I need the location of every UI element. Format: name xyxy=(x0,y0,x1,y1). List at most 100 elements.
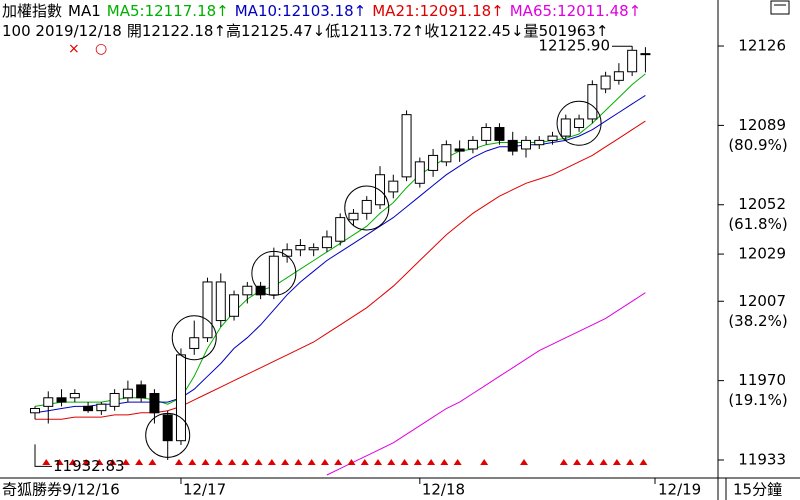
candle-body xyxy=(215,281,226,322)
y-tick-label: 12052 xyxy=(738,195,786,213)
candle-body xyxy=(388,180,399,193)
header-text: ↑ xyxy=(629,2,642,20)
marker-text: ○ xyxy=(95,41,107,57)
candle-body xyxy=(414,161,425,184)
candle-body xyxy=(175,354,186,442)
candle-body xyxy=(520,139,531,150)
candle-body xyxy=(375,174,386,206)
candle-body xyxy=(454,148,465,152)
y-tick-label: 12029 xyxy=(738,245,786,263)
ma-line xyxy=(326,292,646,476)
signal-marker xyxy=(573,459,582,465)
candle-body xyxy=(229,294,240,317)
header-text: ↑ xyxy=(596,22,609,40)
y-tick-label: 12126 xyxy=(738,37,786,55)
candle-body xyxy=(109,392,120,407)
candle-body xyxy=(574,118,585,129)
signal-marker xyxy=(347,459,356,465)
fib-label: (19.1%) xyxy=(728,391,787,409)
candle-body xyxy=(43,397,54,407)
header-text: 12113.72 xyxy=(340,22,412,40)
window-icon[interactable] xyxy=(770,0,790,15)
header-line: 100 2019/12/18 開12122.18↑高12125.47↓低12113… xyxy=(2,22,608,40)
header-text: ↑ xyxy=(216,2,229,20)
signal-marker xyxy=(267,459,276,465)
ma-line xyxy=(35,120,646,420)
highlight-circle xyxy=(556,100,602,146)
signal-marker xyxy=(586,459,595,465)
marker-text: × xyxy=(68,41,80,57)
y-tick-label: 12089 xyxy=(738,116,786,134)
candle-body xyxy=(149,392,160,414)
signal-marker xyxy=(334,459,343,465)
candle-body xyxy=(335,217,346,242)
signal-marker xyxy=(68,459,77,465)
candle-body xyxy=(640,53,651,56)
header-text: ↑ xyxy=(354,2,367,20)
header-text: 12122.18 xyxy=(142,22,214,40)
candle-body xyxy=(428,154,439,171)
candle-body xyxy=(613,71,624,81)
signal-marker xyxy=(427,459,436,465)
signal-marker xyxy=(626,459,635,465)
candle-body xyxy=(136,384,147,399)
footer-label: 奇狐勝券9/12/16 xyxy=(2,481,120,499)
header-text: ↑ xyxy=(412,22,425,40)
highlight-circle xyxy=(251,250,297,296)
header-text: ↑ xyxy=(491,2,504,20)
header-text: 100 2019/12/18 xyxy=(2,22,122,40)
header-text: ↓ xyxy=(511,22,524,40)
low-leader xyxy=(34,444,52,467)
fib-label: (38.2%) xyxy=(728,312,787,330)
signal-marker xyxy=(55,459,64,465)
candle-body xyxy=(361,199,372,214)
signal-marker xyxy=(294,459,303,465)
header-text: MA65: xyxy=(510,2,557,20)
header-text: MA5: xyxy=(107,2,145,20)
period-label: 15分鐘 xyxy=(733,481,782,499)
header-text: 12103.18 xyxy=(282,2,354,20)
low-label: 11932.83 xyxy=(53,457,125,475)
signal-marker xyxy=(135,459,144,465)
header-text: MA21: xyxy=(372,2,419,20)
fib-label: (61.8%) xyxy=(728,215,787,233)
signal-marker xyxy=(440,459,449,465)
candle-body xyxy=(268,255,279,296)
candle-body xyxy=(162,414,173,442)
signal-marker xyxy=(188,459,197,465)
signal-marker xyxy=(108,459,117,465)
signal-marker xyxy=(214,459,223,465)
signal-marker xyxy=(374,459,383,465)
signal-marker xyxy=(42,459,51,465)
header-text: 501963 xyxy=(539,22,596,40)
candle-body xyxy=(441,144,452,163)
signal-marker xyxy=(174,459,183,465)
header-text: 12091.18 xyxy=(420,2,492,20)
candle-body xyxy=(560,118,571,137)
signal-marker xyxy=(95,459,104,465)
highlight-circle xyxy=(171,315,217,361)
signal-marker xyxy=(228,459,237,465)
x-tick-label: 12/18 xyxy=(422,481,465,499)
candle-body xyxy=(348,212,359,221)
signal-marker xyxy=(639,459,648,465)
candle-body xyxy=(189,337,200,349)
candle-body xyxy=(547,135,558,141)
header-text: 12117.18 xyxy=(145,2,217,20)
high-label: 12125.90 xyxy=(538,37,610,55)
candle-body xyxy=(600,75,611,90)
signal-marker xyxy=(320,459,329,465)
signal-marker xyxy=(82,459,91,465)
header-text: 收 xyxy=(424,22,439,40)
signal-marker xyxy=(559,459,568,465)
header-text: 12011.48 xyxy=(557,2,629,20)
signal-marker xyxy=(480,459,489,465)
candle-body xyxy=(321,236,332,249)
signal-marker xyxy=(413,459,422,465)
header-text: 低 xyxy=(325,22,340,40)
candle-body xyxy=(587,84,598,120)
y-tick-label: 11933 xyxy=(738,450,786,468)
candle-body xyxy=(202,281,213,339)
header-text: 高 xyxy=(226,22,241,40)
